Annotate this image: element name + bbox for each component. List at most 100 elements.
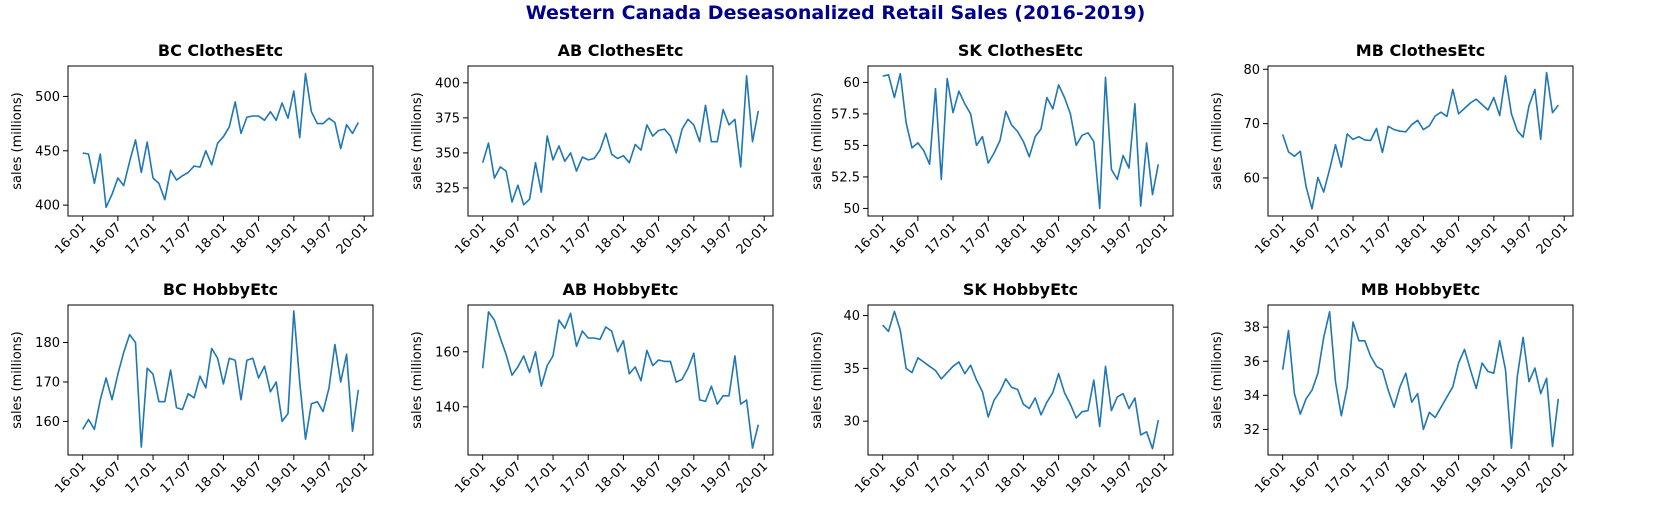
subplot-sk-clothesetc: SK ClothesEtc5052.55557.56016-0116-0717-…	[810, 41, 1174, 258]
y-axis-label: sales (millions)	[1210, 92, 1225, 189]
x-tick-label: 18-01	[193, 459, 230, 496]
plot-frame	[467, 304, 774, 456]
subplot-title: MB ClothesEtc	[1356, 41, 1485, 60]
x-tick-label: 16-07	[887, 220, 924, 257]
x-tick-label: 16-01	[1252, 459, 1289, 496]
subplot-title: BC HobbyEtc	[163, 280, 278, 299]
y-tick-label: 50	[843, 202, 860, 217]
x-tick-label: 19-01	[663, 459, 700, 496]
series-line	[481, 311, 760, 449]
y-tick-label: 500	[35, 90, 60, 105]
y-axis-label: sales (millions)	[410, 92, 425, 189]
y-tick-label: 52.5	[831, 170, 860, 185]
x-tick-label: 17-01	[523, 459, 560, 496]
series-line	[481, 75, 760, 206]
y-tick-label: 34	[1243, 389, 1260, 404]
y-axis-label: sales (millions)	[410, 331, 425, 428]
y-tick-label: 55	[843, 139, 860, 154]
x-tick-label: 20-01	[1134, 220, 1171, 257]
y-tick-label: 350	[435, 146, 460, 161]
x-tick-label: 17-07	[958, 459, 995, 496]
x-tick-label: 17-07	[958, 220, 995, 257]
x-tick-label: 17-07	[158, 220, 195, 257]
y-tick-label: 30	[843, 415, 860, 430]
x-tick-label: 16-07	[1287, 459, 1324, 496]
series-line	[882, 72, 1160, 210]
y-axis-label: sales (millions)	[10, 92, 25, 189]
y-tick-label: 400	[35, 199, 60, 214]
x-tick-label: 17-01	[923, 220, 960, 257]
x-tick-label: 16-01	[1252, 220, 1289, 257]
x-tick-label: 19-07	[1499, 459, 1536, 496]
x-tick-label: 16-01	[52, 459, 89, 496]
y-axis-label: sales (millions)	[810, 92, 825, 189]
y-tick-label: 160	[35, 415, 60, 430]
x-tick-label: 19-07	[699, 220, 736, 257]
y-tick-label: 35	[843, 362, 860, 377]
subplot-ab-hobbyetc: AB HobbyEtc14016016-0116-0717-0117-0718-…	[410, 280, 774, 497]
subplot-mb-hobbyetc: MB HobbyEtc3234363816-0116-0717-0117-071…	[1210, 280, 1574, 497]
y-tick-label: 400	[435, 76, 460, 91]
x-tick-label: 16-01	[852, 459, 889, 496]
subplot-bc-hobbyetc: BC HobbyEtc 160 170 180 16-0116-0717-0117-07…	[10, 280, 374, 497]
x-tick-label: 20-01	[734, 459, 771, 496]
x-tick-label: 16-07	[1287, 220, 1324, 257]
x-tick-label: 17-01	[523, 220, 560, 257]
x-tick-label: 17-07	[558, 220, 595, 257]
series-line	[1281, 310, 1560, 450]
x-tick-label: 19-07	[1099, 220, 1136, 257]
x-tick-label: 16-07	[487, 220, 524, 257]
x-tick-label: 19-01	[1463, 459, 1500, 496]
x-tick-label: 17-01	[123, 459, 160, 496]
y-axis-label: sales (millions)	[810, 331, 825, 428]
x-tick-label: 16-07	[87, 220, 124, 257]
x-tick-label: 18-07	[628, 220, 665, 257]
x-tick-label: 18-07	[628, 459, 665, 496]
x-tick-label: 19-01	[263, 220, 300, 257]
x-tick-label: 18-01	[1393, 220, 1430, 257]
plot-frame	[67, 65, 374, 217]
y-tick-label: 180	[35, 336, 60, 351]
x-tick-label: 18-01	[593, 220, 630, 257]
x-tick-label: 17-01	[1323, 459, 1360, 496]
y-tick-label: 80	[1243, 63, 1260, 78]
x-tick-label: 18-07	[1028, 220, 1065, 257]
x-tick-label: 19-07	[699, 459, 736, 496]
y-tick-label: 170	[35, 375, 60, 390]
series-line	[82, 310, 360, 448]
x-tick-label: 17-01	[123, 220, 160, 257]
subplot-title: MB HobbyEtc	[1361, 280, 1480, 299]
x-tick-label: 20-01	[734, 220, 771, 257]
x-tick-label: 20-01	[334, 220, 371, 257]
subplot-title: AB ClothesEtc	[558, 41, 684, 60]
x-tick-label: 18-01	[993, 220, 1030, 257]
x-tick-label: 17-07	[1358, 459, 1395, 496]
x-tick-label: 20-01	[334, 459, 371, 496]
x-tick-label: 18-01	[1393, 459, 1430, 496]
series-line	[1281, 71, 1559, 210]
subplot-title: SK HobbyEtc	[963, 280, 1078, 299]
plot-frame	[67, 304, 374, 456]
y-tick-label: 40	[843, 309, 860, 324]
x-tick-label: 17-07	[1358, 220, 1395, 257]
subplot-mb-clothesetc: MB ClothesEtc60708016-0116-0717-0117-071…	[1210, 41, 1574, 258]
x-tick-label: 19-01	[1463, 220, 1500, 257]
plot-frame	[467, 65, 774, 217]
x-tick-label: 19-01	[263, 459, 300, 496]
figure-title: Western Canada Deseasonalized Retail Sal…	[525, 2, 1146, 24]
y-tick-label: 70	[1243, 117, 1260, 132]
x-tick-label: 18-07	[228, 220, 265, 257]
x-tick-label: 16-01	[52, 220, 89, 257]
x-tick-label: 19-07	[299, 220, 336, 257]
y-tick-label: 57.5	[831, 107, 860, 122]
y-tick-label: 36	[1243, 355, 1260, 370]
subplot-ab-clothesetc: AB ClothesEtc 325 350 375 400 16-0116-0717-01…	[410, 41, 774, 258]
subplot-title: BC ClothesEtc	[158, 41, 283, 60]
y-tick-label: 450	[35, 144, 60, 159]
y-axis-label: sales (millions)	[10, 331, 25, 428]
series-line	[882, 310, 1160, 450]
x-tick-label: 19-07	[1099, 459, 1136, 496]
x-tick-label: 19-01	[663, 220, 700, 257]
x-tick-label: 18-01	[193, 220, 230, 257]
